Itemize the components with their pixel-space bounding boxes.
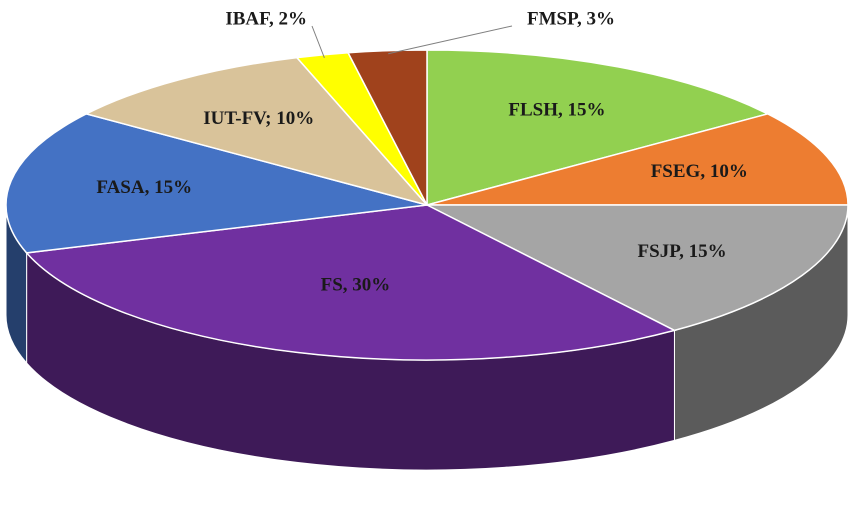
slice-label: IBAF, 2% bbox=[225, 8, 307, 29]
slice bbox=[84, 56, 430, 207]
slice bbox=[25, 204, 677, 361]
leader-line bbox=[388, 25, 513, 55]
leader-line bbox=[311, 25, 325, 59]
slice bbox=[346, 49, 428, 206]
slice-label: FLSH, 15% bbox=[508, 99, 605, 120]
slice-label: FSEG, 10% bbox=[651, 161, 748, 182]
slice-label: FASA, 15% bbox=[96, 177, 192, 198]
slice-label: FSJP, 15% bbox=[638, 241, 727, 262]
slice bbox=[426, 204, 849, 332]
slice-label: FMSP, 3% bbox=[527, 8, 615, 29]
slice bbox=[5, 113, 428, 254]
slice-label: IUT-FV; 10% bbox=[203, 108, 314, 129]
slice bbox=[426, 49, 770, 206]
slice bbox=[426, 113, 849, 206]
slice-label: FS, 30% bbox=[321, 274, 391, 295]
